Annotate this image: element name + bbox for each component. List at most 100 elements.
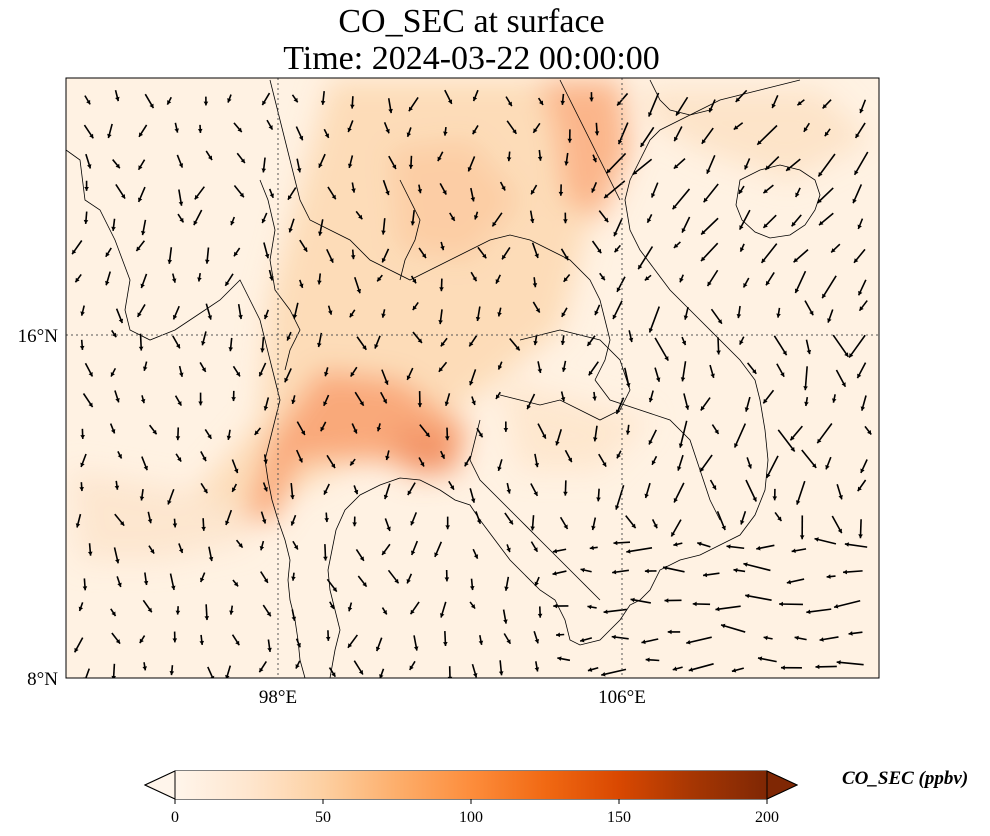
wind-arrow-head bbox=[150, 549, 155, 554]
wind-arrow-head bbox=[596, 497, 601, 502]
wind-arrow-head bbox=[806, 609, 811, 615]
wind-arrow-head bbox=[379, 674, 384, 678]
wind-arrow-head bbox=[671, 532, 676, 537]
wind-arrow-head bbox=[580, 567, 585, 573]
wind-arrow-head bbox=[199, 640, 205, 645]
wind-arrow-shaft bbox=[679, 420, 688, 448]
wind-arrow-head bbox=[437, 156, 442, 162]
wind-arrow-head bbox=[601, 671, 606, 677]
wind-arrow-head bbox=[119, 521, 125, 526]
wind-arrow-head bbox=[780, 665, 785, 671]
wind-arrow-head bbox=[358, 670, 363, 675]
wind-arrow-head bbox=[356, 288, 362, 294]
wind-arrow-head bbox=[350, 255, 356, 260]
wind-arrow-head bbox=[589, 97, 594, 102]
wind-arrow-head bbox=[683, 315, 689, 320]
wind-arrow-head bbox=[417, 189, 423, 194]
wind-arrow-head bbox=[515, 345, 520, 351]
wind-arrow-head bbox=[407, 490, 412, 496]
wind-arrow-head bbox=[859, 108, 864, 114]
wind-arrow-head bbox=[353, 489, 359, 495]
wind-arrow-head bbox=[822, 293, 827, 299]
wind-arrow-head bbox=[703, 572, 708, 578]
wind-arrow-head bbox=[651, 460, 656, 465]
wind-arrow-shaft bbox=[626, 547, 653, 553]
wind-arrow-head bbox=[592, 437, 598, 442]
wind-arrow-head bbox=[617, 101, 622, 106]
wind-arrow-head bbox=[449, 485, 454, 490]
wind-arrow-head bbox=[534, 638, 540, 644]
wind-arrow-shaft bbox=[648, 92, 660, 117]
wind-arrow-head bbox=[561, 367, 567, 372]
wind-arrow-head bbox=[473, 215, 479, 220]
wind-arrow-head bbox=[291, 399, 296, 404]
wind-arrow-head bbox=[392, 164, 397, 170]
wind-arrow-shaft bbox=[756, 124, 778, 146]
wind-arrow-head bbox=[140, 230, 146, 236]
wind-arrow-head bbox=[118, 318, 124, 324]
wind-arrow-head bbox=[114, 485, 120, 490]
wind-arrow-head bbox=[417, 338, 422, 343]
wind-arrow-head bbox=[290, 521, 296, 526]
wind-arrow-head bbox=[852, 198, 857, 204]
wind-arrow-head bbox=[201, 341, 206, 346]
wind-arrow-head bbox=[475, 316, 481, 322]
wind-arrow-head bbox=[532, 283, 538, 288]
wind-arrow-head bbox=[137, 312, 142, 317]
wind-arrow-head bbox=[194, 194, 199, 200]
wind-arrow-head bbox=[708, 107, 714, 113]
colorbar-tick-0: 0 bbox=[171, 809, 179, 826]
wind-arrow-head bbox=[786, 166, 791, 171]
wind-arrow-head bbox=[438, 320, 443, 325]
wind-arrow-head bbox=[497, 312, 502, 317]
wind-arrow-head bbox=[612, 569, 617, 575]
wind-arrow-head bbox=[469, 341, 474, 347]
wind-arrow-head bbox=[794, 288, 800, 294]
wind-arrow-shaft bbox=[85, 668, 91, 678]
wind-arrow-head bbox=[681, 340, 687, 346]
wind-arrow-head bbox=[537, 613, 543, 618]
wind-arrow-head bbox=[208, 155, 213, 161]
wind-arrow-head bbox=[201, 526, 206, 531]
wind-arrow-head bbox=[121, 194, 126, 199]
wind-arrow-head bbox=[238, 314, 243, 320]
wind-arrow-head bbox=[626, 549, 631, 554]
wind-arrow-head bbox=[450, 216, 455, 221]
wind-arrow-head bbox=[478, 432, 483, 438]
wind-arrow-head bbox=[497, 466, 502, 471]
wind-arrow-head bbox=[261, 218, 266, 224]
wind-arrow-head bbox=[382, 550, 387, 555]
wind-arrow-head bbox=[88, 402, 93, 408]
wind-arrow-head bbox=[234, 468, 239, 474]
wind-arrow-head bbox=[716, 350, 721, 355]
wind-arrow-head bbox=[677, 466, 682, 471]
wind-arrow-shaft bbox=[848, 334, 866, 359]
wind-arrow-shaft bbox=[796, 480, 806, 505]
wind-arrow-head bbox=[260, 348, 265, 353]
wind-arrow-head bbox=[259, 545, 265, 551]
wind-arrow-head bbox=[142, 666, 148, 671]
colorbar-tick-50: 50 bbox=[315, 809, 331, 826]
wind-arrow-head bbox=[497, 365, 503, 370]
wind-arrow-head bbox=[193, 220, 198, 226]
wind-arrow-head bbox=[615, 409, 621, 414]
wind-arrow-head bbox=[233, 251, 239, 257]
wind-arrow-head bbox=[854, 258, 859, 263]
wind-arrow-head bbox=[791, 548, 796, 554]
wind-arrow-head bbox=[350, 460, 355, 466]
wind-arrow-head bbox=[552, 548, 558, 554]
wind-arrow-head bbox=[790, 447, 795, 452]
wind-arrow-head bbox=[663, 565, 668, 571]
coastline-lines bbox=[66, 79, 821, 678]
wind-arrow-head bbox=[560, 396, 566, 402]
wind-arrow-head bbox=[478, 640, 484, 645]
wind-arrow-head bbox=[803, 386, 808, 391]
wind-arrow-head bbox=[766, 280, 771, 286]
wind-arrow-head bbox=[492, 221, 497, 227]
wind-arrow-head bbox=[143, 580, 149, 585]
wind-arrow-head bbox=[412, 278, 417, 284]
wind-arrow-head bbox=[563, 277, 568, 282]
wind-arrow-head bbox=[703, 197, 708, 203]
wind-arrow-head bbox=[235, 371, 240, 377]
wind-arrow-head bbox=[541, 434, 547, 439]
